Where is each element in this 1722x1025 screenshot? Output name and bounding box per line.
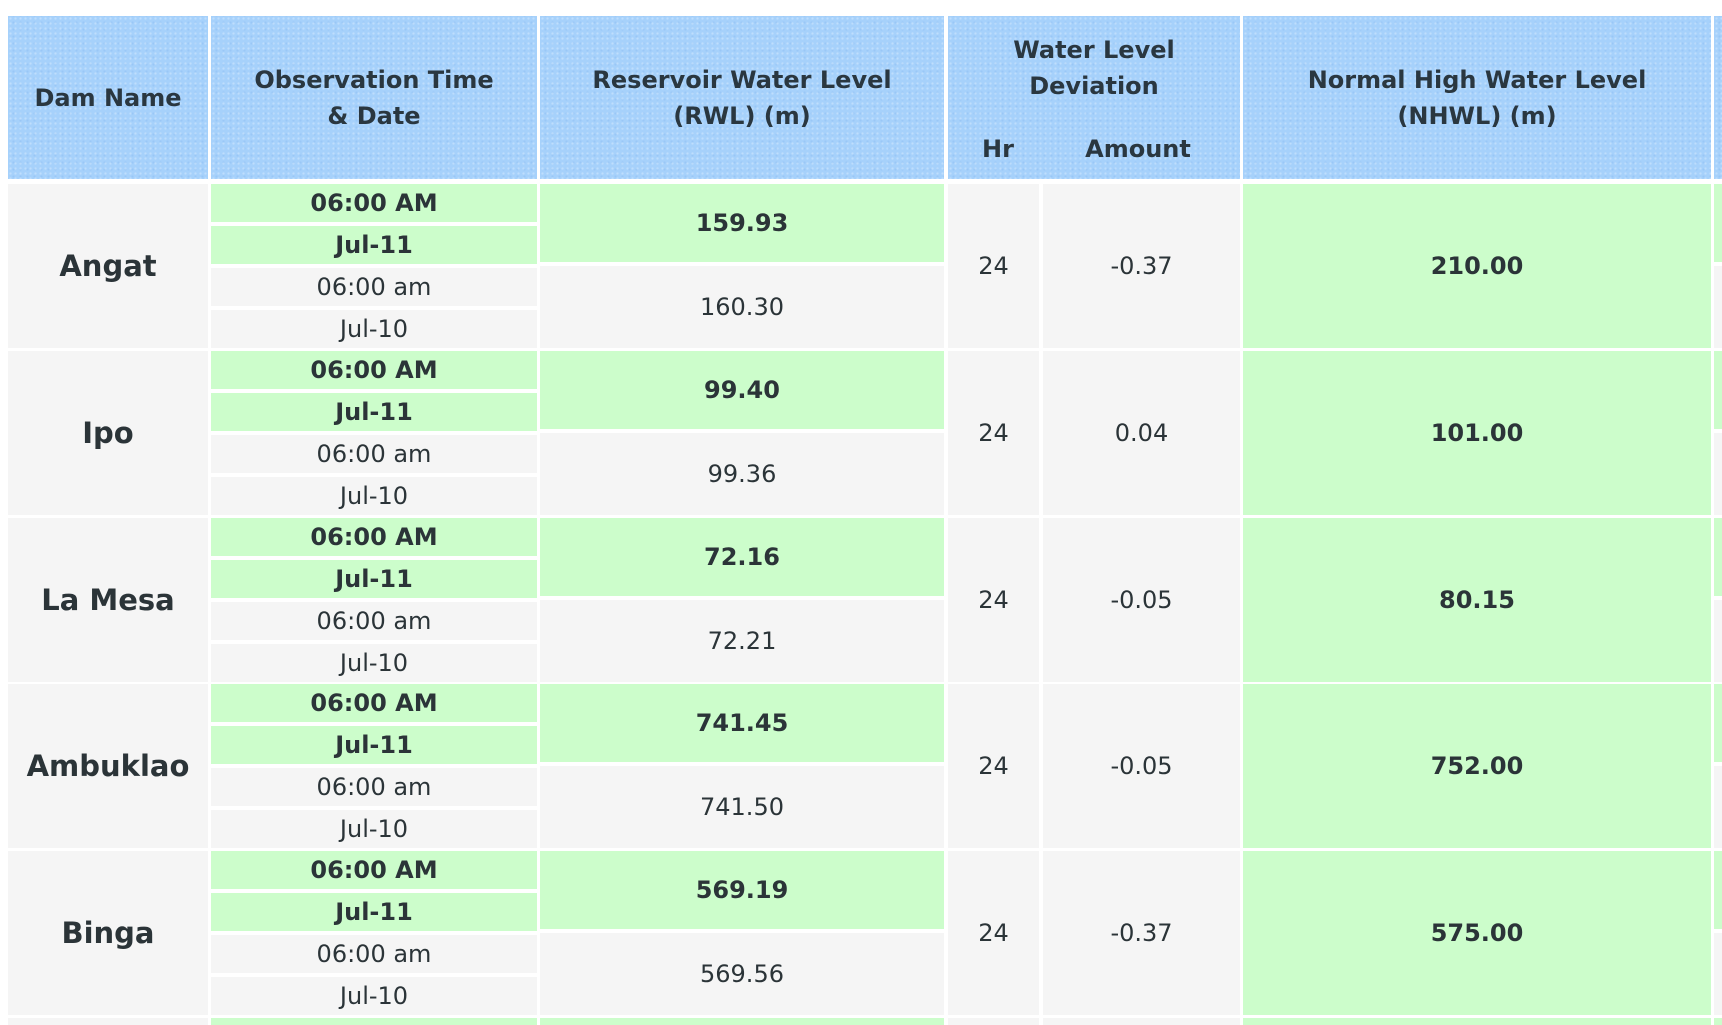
previous-date: Jul-10	[211, 477, 537, 515]
current-time: 06:00 AM	[211, 184, 537, 222]
header-observation: Observation Time & Date	[211, 16, 537, 179]
previous-date: Jul-10	[211, 977, 537, 1015]
next-column-cell	[1714, 933, 1722, 1015]
next-column-cell	[1714, 351, 1722, 429]
current-time: 06:00 AM	[211, 351, 537, 389]
next-column-cell	[1714, 600, 1722, 682]
header-rwl-text: Reservoir Water Level (RWL) (m)	[592, 65, 892, 130]
table-row: Angat 06:00 AM Jul-11 06:00 am Jul-10 15…	[0, 184, 1722, 348]
partial-cell	[540, 1018, 944, 1025]
nhwl-value: 575.00	[1243, 851, 1711, 1015]
next-column-cell	[1714, 851, 1722, 929]
previous-date: Jul-10	[211, 810, 537, 848]
deviation-amount: -0.37	[1043, 184, 1240, 348]
partial-cell	[1043, 1018, 1240, 1025]
next-column-cell	[1714, 266, 1722, 348]
partial-cell	[1714, 1018, 1722, 1025]
rwl-current: 99.40	[540, 351, 944, 429]
current-time: 06:00 AM	[211, 851, 537, 889]
deviation-amount: -0.05	[1043, 518, 1240, 682]
previous-time: 06:00 am	[211, 268, 537, 306]
previous-time: 06:00 am	[211, 602, 537, 640]
table-row: Ipo 06:00 AM Jul-11 06:00 am Jul-10 99.4…	[0, 351, 1722, 515]
table-row: Binga 06:00 AM Jul-11 06:00 am Jul-10 56…	[0, 851, 1722, 1015]
rwl-previous: 741.50	[540, 766, 944, 848]
rwl-current: 569.19	[540, 851, 944, 929]
header-deviation-text: Water Level Deviation	[1013, 36, 1175, 100]
deviation-amount: -0.05	[1043, 684, 1240, 848]
next-column-cell	[1714, 433, 1722, 515]
dam-name: Ambuklao	[8, 684, 208, 848]
next-column-cell	[1714, 684, 1722, 762]
header-deviation: Water Level Deviation Hr Amount	[948, 16, 1240, 179]
header-hr-text: Hr	[982, 135, 1014, 163]
table-row-partial	[0, 1018, 1722, 1025]
previous-time: 06:00 am	[211, 935, 537, 973]
current-date: Jul-11	[211, 560, 537, 598]
table-row: La Mesa 06:00 AM Jul-11 06:00 am Jul-10 …	[0, 518, 1722, 682]
previous-time: 06:00 am	[211, 435, 537, 473]
rwl-previous: 72.21	[540, 600, 944, 682]
partial-cell	[8, 1018, 208, 1025]
header-dam-name-text: Dam Name	[34, 83, 182, 112]
header-next-column	[1714, 16, 1722, 179]
partial-cell	[1243, 1018, 1711, 1025]
next-column-cell	[1714, 766, 1722, 848]
rwl-previous: 569.56	[540, 933, 944, 1015]
dam-name: Binga	[8, 851, 208, 1015]
current-date: Jul-11	[211, 726, 537, 764]
rwl-current: 72.16	[540, 518, 944, 596]
current-date: Jul-11	[211, 393, 537, 431]
table-row: Ambuklao 06:00 AM Jul-11 06:00 am Jul-10…	[0, 684, 1722, 848]
header-rwl: Reservoir Water Level (RWL) (m)	[540, 16, 944, 179]
nhwl-value: 101.00	[1243, 351, 1711, 515]
rwl-current: 159.93	[540, 184, 944, 262]
previous-date: Jul-10	[211, 310, 537, 348]
nhwl-value: 210.00	[1243, 184, 1711, 348]
header-dam-name: Dam Name	[8, 16, 208, 179]
partial-cell	[948, 1018, 1039, 1025]
header-observation-text: Observation Time & Date	[254, 65, 494, 130]
rwl-previous: 99.36	[540, 433, 944, 515]
current-date: Jul-11	[211, 893, 537, 931]
nhwl-value: 752.00	[1243, 684, 1711, 848]
header-nhwl: Normal High Water Level (NHWL) (m)	[1243, 16, 1711, 179]
dam-name: La Mesa	[8, 518, 208, 682]
dam-name: Ipo	[8, 351, 208, 515]
current-time: 06:00 AM	[211, 518, 537, 556]
current-time: 06:00 AM	[211, 684, 537, 722]
rwl-previous: 160.30	[540, 266, 944, 348]
header-nhwl-text: Normal High Water Level (NHWL) (m)	[1307, 65, 1647, 130]
deviation-hr: 24	[948, 684, 1039, 848]
deviation-hr: 24	[948, 184, 1039, 348]
header-amount-text: Amount	[1085, 135, 1191, 163]
previous-date: Jul-10	[211, 644, 537, 682]
deviation-hr: 24	[948, 518, 1039, 682]
next-column-cell	[1714, 184, 1722, 262]
deviation-hr: 24	[948, 851, 1039, 1015]
nhwl-value: 80.15	[1243, 518, 1711, 682]
previous-time: 06:00 am	[211, 768, 537, 806]
deviation-amount: -0.37	[1043, 851, 1240, 1015]
partial-cell	[211, 1018, 537, 1025]
next-column-cell	[1714, 518, 1722, 596]
deviation-hr: 24	[948, 351, 1039, 515]
rwl-current: 741.45	[540, 684, 944, 762]
deviation-amount: 0.04	[1043, 351, 1240, 515]
dam-name: Angat	[8, 184, 208, 348]
current-date: Jul-11	[211, 226, 537, 264]
